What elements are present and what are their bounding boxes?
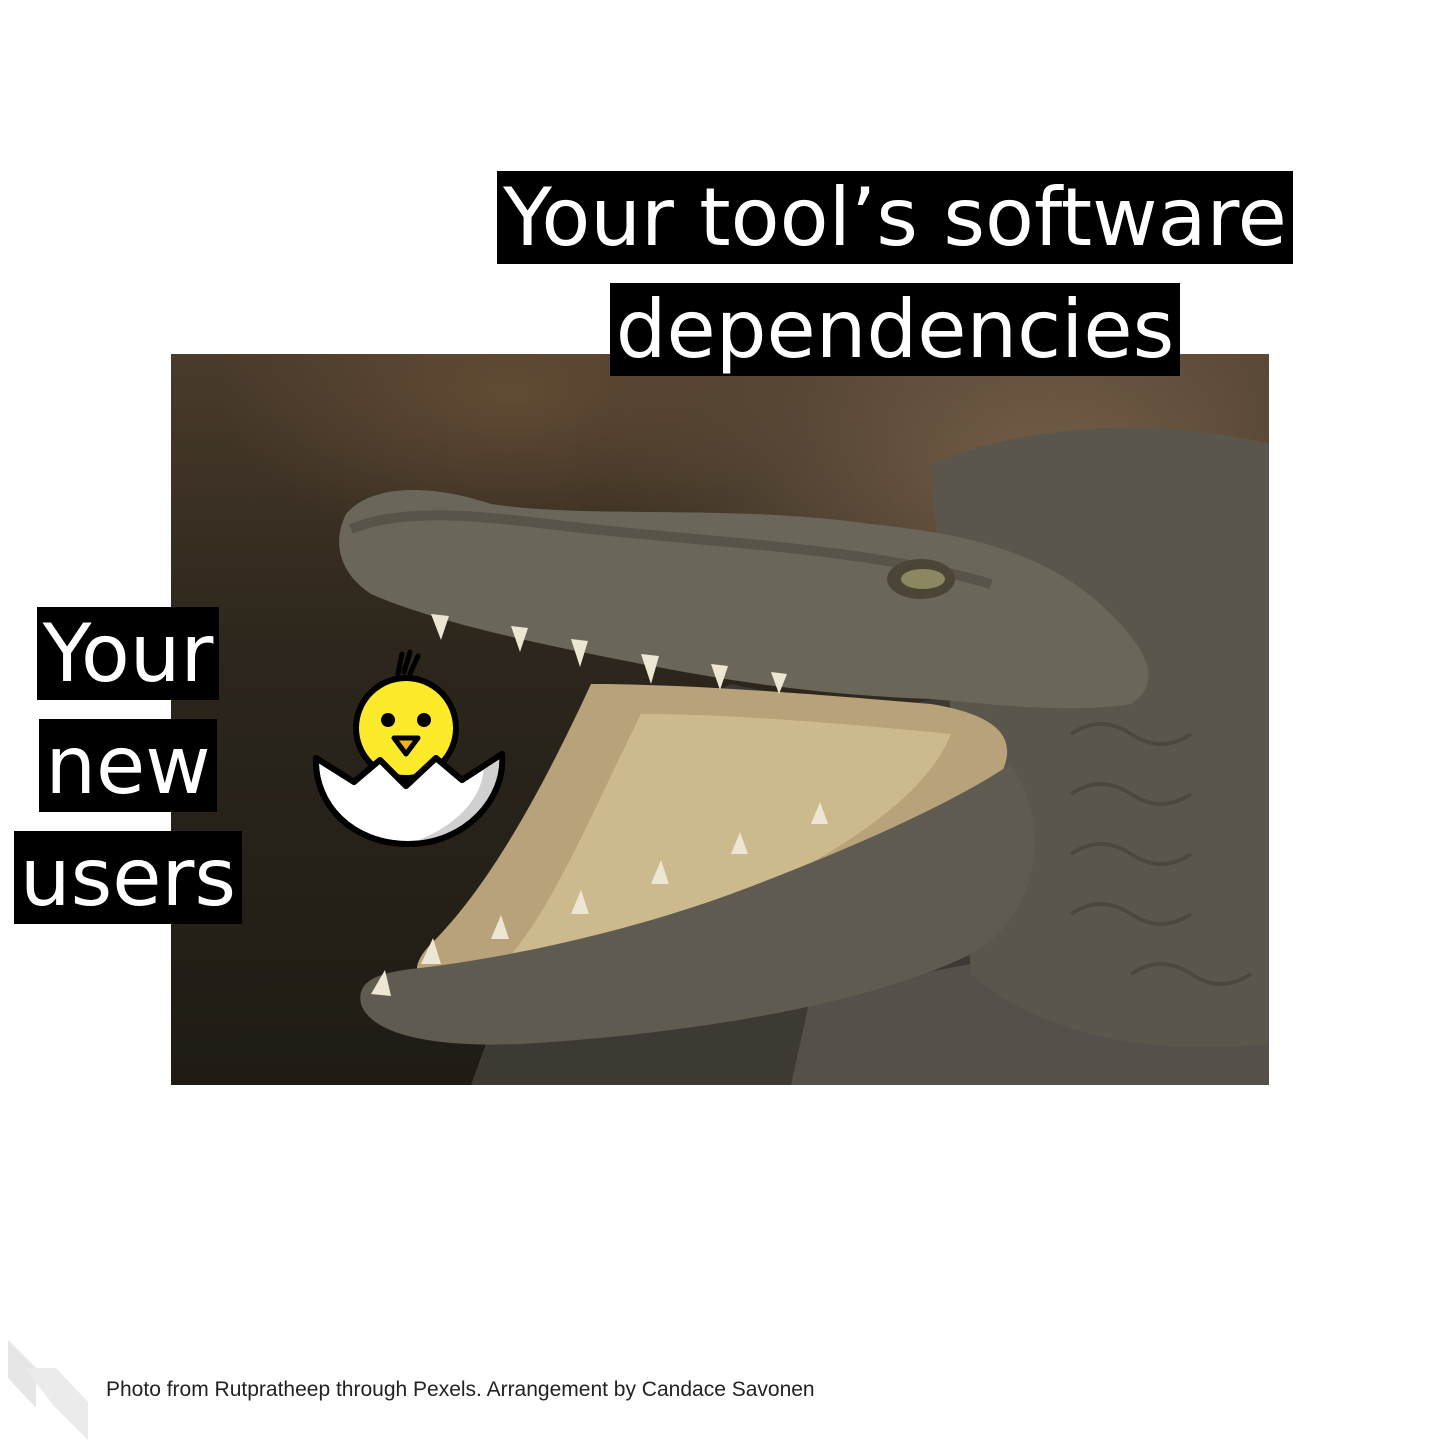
hatching-chick-icon [306,648,510,852]
crocodile-photo [171,354,1269,1085]
dependencies-caption: Your tool’s software dependencies [480,162,1310,386]
new-users-caption-line1: Your [36,607,220,700]
dependencies-caption-line2: dependencies [609,283,1181,376]
dependencies-caption-line1: Your tool’s software [497,171,1293,264]
new-users-caption-line2: new [39,719,217,812]
new-users-caption: Your new users [0,598,256,934]
new-users-caption-line3: users [13,831,243,924]
slash-logo-icon [6,1338,90,1440]
photo-credit: Photo from Rutpratheep through Pexels. A… [106,1378,815,1401]
